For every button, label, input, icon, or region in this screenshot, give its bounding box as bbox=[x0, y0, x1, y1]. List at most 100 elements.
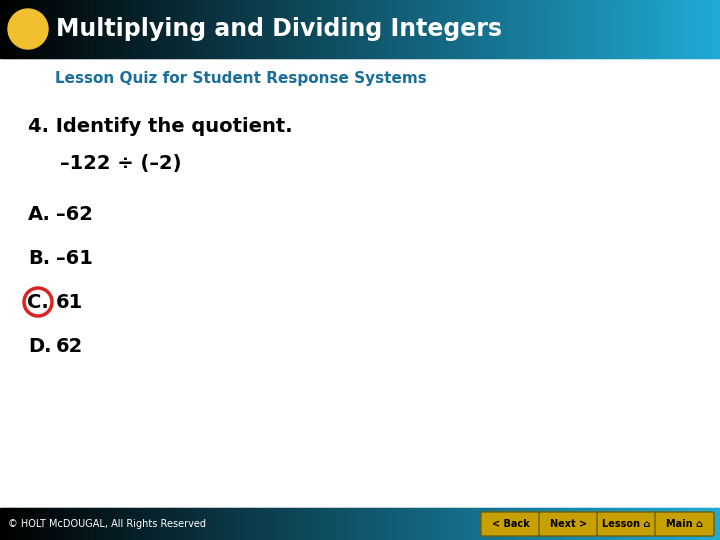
Bar bbox=[132, 0, 135, 58]
Bar bbox=[598, 0, 601, 58]
Bar bbox=[389, 508, 392, 540]
Bar bbox=[362, 0, 366, 58]
Bar bbox=[283, 508, 287, 540]
Bar bbox=[545, 508, 548, 540]
Bar bbox=[286, 508, 289, 540]
Bar bbox=[693, 0, 697, 58]
Bar bbox=[713, 508, 716, 540]
Bar bbox=[523, 0, 526, 58]
Bar bbox=[425, 508, 428, 540]
Bar bbox=[238, 0, 241, 58]
Bar bbox=[588, 0, 591, 58]
Bar bbox=[322, 0, 325, 58]
Bar bbox=[204, 508, 207, 540]
Bar bbox=[413, 508, 416, 540]
Bar bbox=[480, 0, 483, 58]
Bar bbox=[348, 0, 351, 58]
Bar bbox=[166, 508, 169, 540]
Bar bbox=[389, 0, 392, 58]
Bar bbox=[441, 508, 445, 540]
Bar bbox=[691, 0, 695, 58]
Bar bbox=[708, 508, 711, 540]
Bar bbox=[168, 0, 171, 58]
Bar bbox=[86, 0, 90, 58]
Bar bbox=[360, 0, 364, 58]
Bar bbox=[504, 0, 508, 58]
Bar bbox=[621, 508, 625, 540]
Bar bbox=[485, 508, 488, 540]
Bar bbox=[513, 508, 517, 540]
Bar bbox=[139, 0, 143, 58]
Bar bbox=[398, 0, 402, 58]
Bar bbox=[214, 508, 217, 540]
Bar bbox=[17, 508, 20, 540]
Bar bbox=[283, 0, 287, 58]
Bar bbox=[254, 508, 258, 540]
Bar bbox=[223, 0, 227, 58]
Bar bbox=[444, 508, 447, 540]
Bar bbox=[180, 508, 184, 540]
Bar bbox=[250, 508, 253, 540]
Bar bbox=[459, 0, 462, 58]
Bar bbox=[108, 508, 112, 540]
Bar bbox=[466, 0, 469, 58]
Bar bbox=[372, 508, 375, 540]
Bar bbox=[446, 508, 450, 540]
Bar bbox=[103, 0, 107, 58]
Bar bbox=[528, 0, 531, 58]
Bar bbox=[60, 0, 63, 58]
Bar bbox=[610, 0, 613, 58]
Bar bbox=[142, 0, 145, 58]
Bar bbox=[495, 0, 498, 58]
Bar bbox=[495, 508, 498, 540]
Bar bbox=[72, 0, 76, 58]
Bar bbox=[202, 0, 205, 58]
Bar bbox=[74, 508, 78, 540]
Bar bbox=[288, 0, 292, 58]
Bar bbox=[711, 508, 714, 540]
Bar bbox=[540, 508, 544, 540]
Text: Lesson ⌂: Lesson ⌂ bbox=[603, 519, 651, 529]
Bar bbox=[559, 508, 562, 540]
Bar bbox=[439, 508, 443, 540]
Bar bbox=[22, 0, 25, 58]
Bar bbox=[110, 0, 114, 58]
Bar bbox=[706, 508, 709, 540]
Bar bbox=[144, 0, 148, 58]
Bar bbox=[355, 0, 359, 58]
Bar bbox=[485, 0, 488, 58]
Bar bbox=[182, 0, 186, 58]
Bar bbox=[156, 508, 159, 540]
Bar bbox=[336, 0, 339, 58]
Bar bbox=[641, 508, 644, 540]
Bar bbox=[585, 508, 589, 540]
Bar bbox=[221, 0, 224, 58]
Bar bbox=[708, 0, 711, 58]
Bar bbox=[686, 0, 690, 58]
Bar bbox=[153, 0, 157, 58]
Bar bbox=[521, 508, 524, 540]
Bar bbox=[254, 0, 258, 58]
Bar bbox=[672, 508, 675, 540]
Text: A.: A. bbox=[28, 205, 51, 224]
Bar bbox=[106, 0, 109, 58]
Bar bbox=[475, 0, 479, 58]
Bar bbox=[117, 508, 121, 540]
Bar bbox=[487, 0, 490, 58]
Bar bbox=[451, 0, 454, 58]
Bar bbox=[250, 0, 253, 58]
Bar bbox=[619, 0, 623, 58]
Bar bbox=[300, 0, 303, 58]
Bar bbox=[271, 508, 274, 540]
Bar bbox=[583, 508, 587, 540]
Bar bbox=[430, 508, 433, 540]
Bar bbox=[175, 508, 179, 540]
Bar bbox=[463, 508, 467, 540]
Text: Lesson Quiz for Student Response Systems: Lesson Quiz for Student Response Systems bbox=[55, 71, 427, 85]
Bar bbox=[504, 508, 508, 540]
Bar bbox=[84, 508, 87, 540]
Bar bbox=[624, 508, 627, 540]
Bar bbox=[585, 0, 589, 58]
Bar bbox=[122, 508, 126, 540]
Bar bbox=[502, 508, 505, 540]
